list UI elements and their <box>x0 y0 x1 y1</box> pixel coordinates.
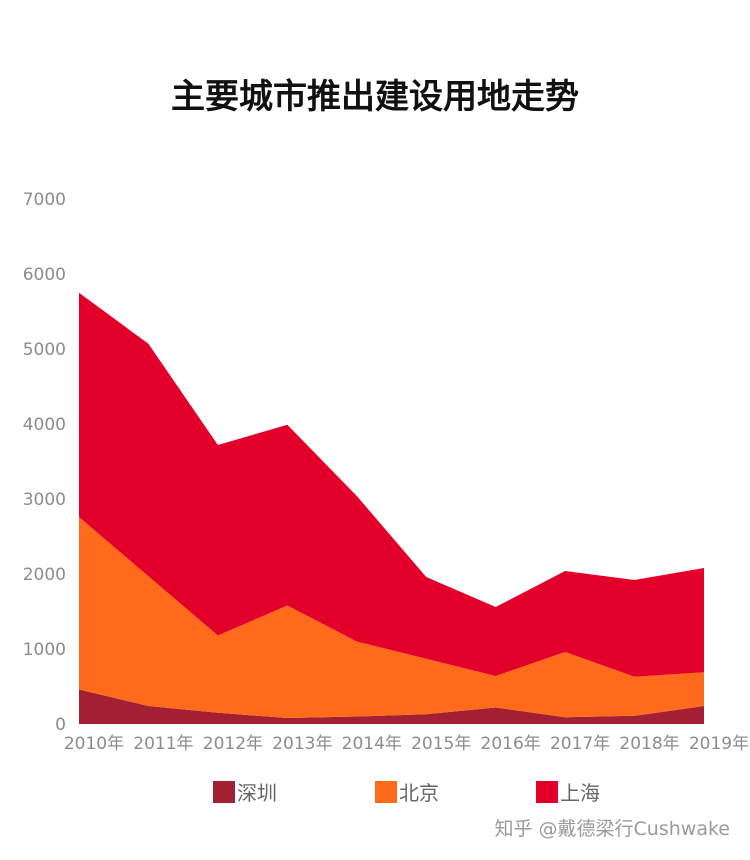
x-tick-label: 2018年 <box>619 734 679 754</box>
y-tick-label: 2000 <box>23 565 66 585</box>
chart-title: 主要城市推出建设用地走势 <box>171 77 579 117</box>
x-tick-label: 2017年 <box>550 734 610 754</box>
legend-swatch <box>536 781 558 803</box>
y-tick-label: 6000 <box>23 265 66 285</box>
watermark: 知乎 @戴德梁行Cushwake <box>495 818 731 840</box>
x-tick-label: 2015年 <box>411 734 471 754</box>
x-tick-label: 2019年 <box>689 734 749 754</box>
legend-label: 上海 <box>560 781 600 805</box>
x-tick-label: 2011年 <box>133 734 193 754</box>
x-tick-label: 2012年 <box>203 734 263 754</box>
area-series-上海 <box>79 292 704 677</box>
area-series-北京 <box>79 517 704 718</box>
x-axis: 2010年 2011年 2012年 2013年 2014年 2015年 2016年 2017年… <box>64 734 749 754</box>
x-tick-label: 2014年 <box>342 734 402 754</box>
y-tick-label: 1000 <box>23 640 66 660</box>
plot-area <box>79 292 704 724</box>
x-tick-label: 2013年 <box>272 734 332 754</box>
legend-item: 北京 <box>375 781 439 805</box>
y-tick-label: 0 <box>55 715 66 735</box>
legend-swatch <box>375 781 397 803</box>
legend-swatch <box>213 781 235 803</box>
legend-item: 上海 <box>536 781 600 805</box>
legend-label: 北京 <box>399 781 439 805</box>
legend-label: 深圳 <box>237 781 277 805</box>
legend: 深圳 北京 上海 <box>213 781 600 805</box>
y-tick-label: 5000 <box>23 340 66 360</box>
y-tick-label: 7000 <box>23 190 66 210</box>
y-axis: 0 1000 2000 3000 4000 5000 6000 7000 <box>23 190 66 735</box>
y-tick-label: 3000 <box>23 490 66 510</box>
legend-item: 深圳 <box>213 781 277 805</box>
area-series-深圳 <box>79 689 704 724</box>
x-tick-label: 2010年 <box>64 734 124 754</box>
x-tick-label: 2016年 <box>481 734 541 754</box>
y-tick-label: 4000 <box>23 415 66 435</box>
